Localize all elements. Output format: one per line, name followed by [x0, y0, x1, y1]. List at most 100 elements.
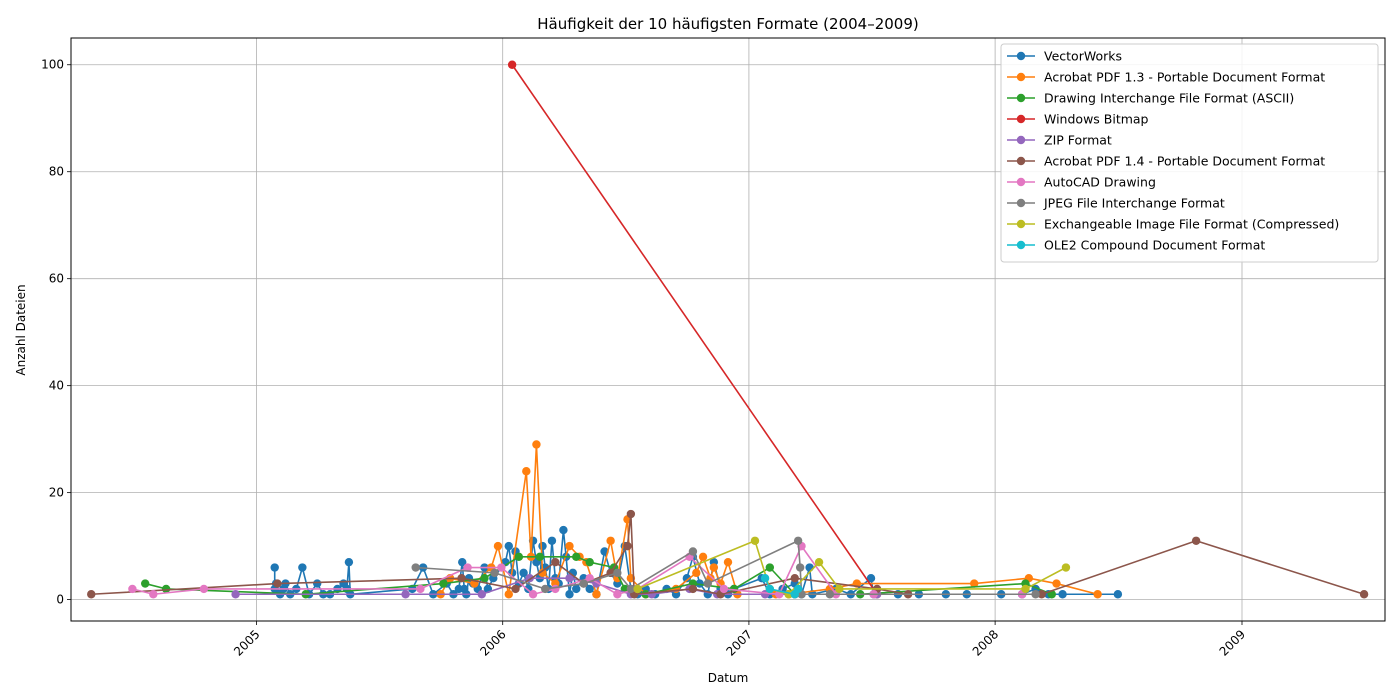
data-point — [795, 563, 805, 572]
data-point — [626, 509, 636, 519]
data-point — [765, 584, 775, 594]
legend-marker — [1016, 72, 1026, 82]
data-point — [692, 568, 701, 578]
data-point — [1061, 563, 1071, 572]
data-point — [565, 574, 574, 583]
data-point — [592, 590, 601, 599]
data-point — [695, 579, 704, 588]
data-point — [1021, 584, 1030, 594]
y-axis-ticks: 0 20 40 60 80 100 — [41, 58, 71, 607]
data-point — [439, 579, 448, 588]
data-point — [511, 584, 520, 594]
data-point — [480, 574, 489, 583]
data-point — [270, 563, 279, 572]
data-point — [825, 590, 835, 599]
legend-marker — [1016, 198, 1026, 208]
data-point — [572, 584, 581, 594]
x-tick-label: 2005 — [231, 627, 262, 658]
data-point — [682, 574, 692, 583]
series-10 — [760, 574, 803, 599]
data-point — [535, 552, 545, 562]
data-point — [458, 557, 467, 567]
data-point — [835, 584, 844, 594]
data-point — [1058, 590, 1067, 599]
legend-item: VectorWorks — [1007, 49, 1122, 64]
data-point — [490, 568, 499, 578]
data-point — [814, 557, 824, 567]
data-point — [313, 579, 322, 588]
data-point — [709, 563, 719, 572]
legend-item: AutoCAD Drawing — [1007, 175, 1156, 190]
data-point — [493, 541, 503, 551]
y-tick-label: 40 — [49, 379, 64, 393]
data-point — [344, 557, 354, 567]
data-point — [528, 590, 538, 599]
data-point — [538, 541, 547, 551]
data-point — [504, 541, 513, 551]
data-point — [401, 590, 410, 599]
data-point — [613, 568, 622, 578]
data-point — [565, 590, 574, 599]
data-point — [128, 584, 137, 594]
y-tick-label: 60 — [49, 272, 64, 286]
data-point — [626, 584, 636, 594]
data-point — [866, 574, 876, 583]
legend-label: JPEG File Interchange Format — [1043, 196, 1225, 211]
legend-label: Acrobat PDF 1.3 - Portable Document Form… — [1044, 70, 1325, 85]
y-tick-label: 20 — [49, 486, 64, 500]
data-point — [970, 579, 979, 588]
data-point — [1031, 590, 1040, 599]
legend-item: OLE2 Compound Document Format — [1007, 238, 1265, 253]
legend-marker — [1016, 219, 1026, 229]
x-axis-ticks: 2005 2006 2007 2008 2009 — [231, 621, 1248, 659]
data-point — [793, 536, 803, 545]
y-tick-label: 100 — [41, 58, 64, 72]
legend-item: Drawing Interchange File Format (ASCII) — [1007, 91, 1294, 106]
data-point — [765, 563, 775, 572]
data-point — [140, 579, 150, 588]
data-point — [688, 584, 698, 594]
series-4 — [507, 60, 882, 599]
y-tick-label: 0 — [56, 593, 64, 607]
x-tick-label: 2008 — [970, 627, 1001, 658]
legend-item: ZIP Format — [1007, 133, 1112, 148]
data-point — [1052, 579, 1061, 588]
legend-marker — [1016, 135, 1026, 145]
y-tick-label: 80 — [49, 165, 64, 179]
chart-title: Häufigkeit der 10 häufigsten Formate (20… — [537, 15, 918, 33]
data-point — [572, 552, 581, 562]
data-point — [623, 541, 632, 551]
data-point — [504, 590, 513, 599]
data-point — [522, 467, 531, 476]
data-point — [514, 552, 524, 562]
data-point — [719, 584, 729, 594]
legend-frame — [1000, 43, 1379, 263]
data-point — [519, 568, 528, 578]
series-line — [132, 545, 1023, 596]
data-point — [532, 440, 541, 449]
data-point — [760, 574, 770, 583]
data-point — [298, 563, 307, 572]
legend-marker — [1016, 240, 1026, 250]
series-line — [511, 64, 878, 595]
data-point — [547, 536, 557, 545]
data-point — [579, 579, 588, 588]
legend-item: Acrobat PDF 1.3 - Portable Document Form… — [1007, 70, 1325, 85]
data-point — [698, 552, 708, 562]
data-point — [1037, 590, 1046, 599]
plot-area-frame — [70, 37, 1386, 622]
data-point — [541, 584, 550, 594]
series-8 — [411, 536, 1040, 599]
data-point — [507, 60, 517, 69]
data-point — [606, 536, 615, 545]
legend-label: VectorWorks — [1044, 49, 1122, 64]
legend-marker — [1016, 177, 1026, 187]
legend-item: Acrobat PDF 1.4 - Portable Document Form… — [1007, 154, 1325, 169]
data-point — [551, 584, 560, 594]
legend-marker — [1016, 114, 1026, 124]
legend-label: Drawing Interchange File Format (ASCII) — [1044, 91, 1294, 106]
data-point — [703, 579, 712, 588]
data-point — [585, 557, 594, 567]
